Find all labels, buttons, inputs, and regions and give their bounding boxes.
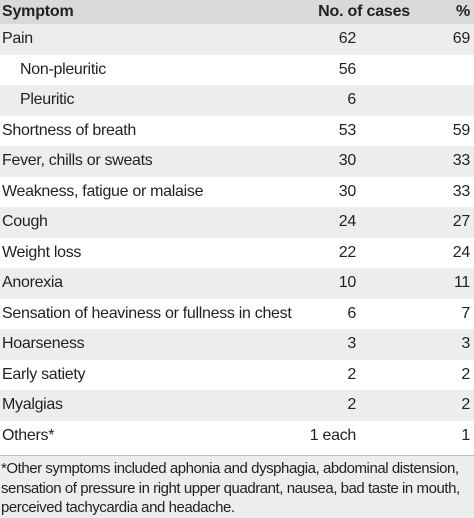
cell-percent: 24 xyxy=(452,243,471,261)
cell-percent: 27 xyxy=(452,213,471,230)
cell-symptom: Sensation of heaviness or fullness in ch… xyxy=(2,304,292,322)
cell-symptom: Non-pleuritic xyxy=(20,60,106,78)
cell-cases: 3 xyxy=(347,335,356,352)
table-row: Hoarseness 3 3 xyxy=(0,329,474,360)
table-row: Non-pleuritic 56 xyxy=(0,55,474,86)
table-body: Pain 62 69 Non-pleuritic 56 Pleuritic 6 … xyxy=(0,24,474,451)
cell-symptom: Anorexia xyxy=(2,274,63,291)
cell-symptom: Others* xyxy=(2,426,55,444)
cell-cases: 56 xyxy=(338,60,357,78)
cell-symptom: Myalgias xyxy=(2,396,63,413)
cell-symptom: Pain xyxy=(2,30,33,47)
cell-percent: 7 xyxy=(461,304,470,322)
footnote-text: *Other symptoms included aphonia and dys… xyxy=(1,460,460,516)
table-row: Cough 24 27 xyxy=(0,207,474,238)
cell-cases: 2 xyxy=(347,365,356,383)
table-row: Pain 62 69 xyxy=(0,24,474,55)
table-footnote: *Other symptoms included aphonia and dys… xyxy=(0,455,474,518)
table-row: Anorexia 10 11 xyxy=(0,268,474,299)
cell-symptom: Fever, chills or sweats xyxy=(2,152,153,169)
cell-symptom: Early satiety xyxy=(2,365,86,383)
cell-percent: 1 xyxy=(461,426,470,444)
table-header: Symptom No. of cases % xyxy=(0,0,474,24)
cell-percent: 3 xyxy=(461,335,470,352)
cell-cases: 10 xyxy=(338,274,357,291)
cell-symptom: Hoarseness xyxy=(2,335,85,352)
cell-symptom: Weight loss xyxy=(2,243,82,261)
cell-percent: 2 xyxy=(461,365,470,383)
cell-cases: 30 xyxy=(338,182,357,200)
cell-percent: 11 xyxy=(453,274,470,291)
cell-cases: 1 each xyxy=(309,426,357,444)
table-row: Myalgias 2 2 xyxy=(0,390,474,421)
cell-cases: 6 xyxy=(347,304,356,322)
header-cases: No. of cases xyxy=(318,3,410,20)
table-row: Weakness, fatigue or malaise 30 33 xyxy=(0,177,474,208)
cell-symptom: Shortness of breath xyxy=(2,121,136,139)
cell-percent: 59 xyxy=(452,121,471,139)
cell-percent: 33 xyxy=(452,152,471,169)
cell-symptom: Weakness, fatigue or malaise xyxy=(2,182,204,200)
table-row: Fever, chills or sweats 30 33 xyxy=(0,146,474,177)
table-row: Weight loss 22 24 xyxy=(0,238,474,269)
cell-cases: 62 xyxy=(338,30,357,47)
table-row: Others* 1 each 1 xyxy=(0,421,474,452)
cell-cases: 30 xyxy=(338,152,357,169)
cell-percent: 2 xyxy=(461,396,470,413)
cell-symptom: Pleuritic xyxy=(20,91,75,108)
cell-symptom: Cough xyxy=(2,213,48,230)
cell-percent: 33 xyxy=(452,182,471,200)
table-row: Pleuritic 6 xyxy=(0,85,474,116)
cell-cases: 24 xyxy=(338,213,357,230)
table-row: Shortness of breath 53 59 xyxy=(0,116,474,147)
header-symptom: Symptom xyxy=(2,3,74,20)
header-percent: % xyxy=(455,3,470,20)
cell-percent: 69 xyxy=(452,30,471,47)
cell-cases: 22 xyxy=(338,243,357,261)
table-row: Early satiety 2 2 xyxy=(0,360,474,391)
cell-cases: 6 xyxy=(347,91,356,108)
table-row: Sensation of heaviness or fullness in ch… xyxy=(0,299,474,330)
cell-cases: 53 xyxy=(338,121,357,139)
cell-cases: 2 xyxy=(347,396,356,413)
